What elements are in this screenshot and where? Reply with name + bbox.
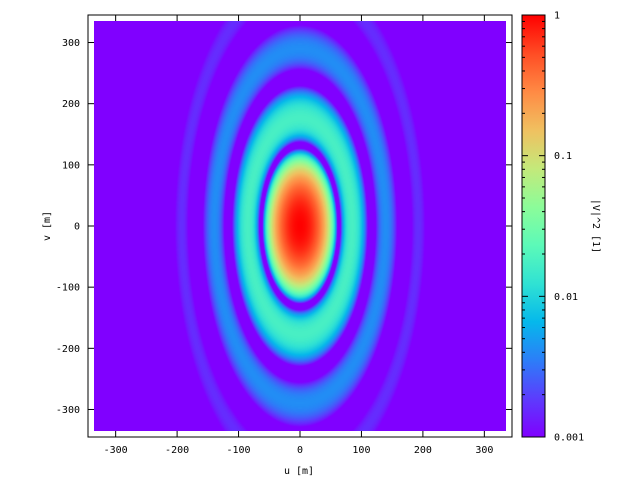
x-tick-label: -200 <box>165 445 189 456</box>
x-tick-label: 300 <box>475 445 493 456</box>
x-tick-label: 0 <box>297 445 303 456</box>
y-tick-label: 200 <box>62 99 80 110</box>
y-tick-label: 0 <box>74 222 80 233</box>
x-tick-label: -300 <box>104 445 128 456</box>
colorbar-tick-label: 0.001 <box>554 433 584 444</box>
x-tick-label: 100 <box>352 445 370 456</box>
x-tick-label: 200 <box>414 445 432 456</box>
colorbar-tick-label: 0.01 <box>554 292 578 303</box>
x-axis-label: u [m] <box>284 466 314 477</box>
y-axis: -300 -200 -100 0 100 200 300 <box>56 38 512 416</box>
y-tick-label: -100 <box>56 283 80 294</box>
colorbar-tick-label: 0.1 <box>554 151 572 162</box>
colorbar-label: |V|^2 [1] <box>590 199 601 253</box>
x-axis: -300 -200 -100 0 100 200 300 <box>104 15 493 456</box>
heatmap-image <box>94 21 506 431</box>
colorbar-tick-label: 1 <box>554 11 560 22</box>
y-tick-label: -300 <box>56 405 80 416</box>
y-tick-label: 100 <box>62 160 80 171</box>
y-axis-label: v [m] <box>42 211 53 241</box>
colorbar-gradient <box>522 15 545 437</box>
colorbar-frame <box>521 14 546 438</box>
y-tick-label: -200 <box>56 344 80 355</box>
x-tick-label: -100 <box>227 445 251 456</box>
y-tick-label: 300 <box>62 38 80 49</box>
colorbar: 0.001 0.01 0.1 1 |V|^2 [1] <box>521 11 601 444</box>
heatmap-raster <box>94 21 506 431</box>
colorbar-ticks: 0.001 0.01 0.1 1 <box>522 11 584 444</box>
